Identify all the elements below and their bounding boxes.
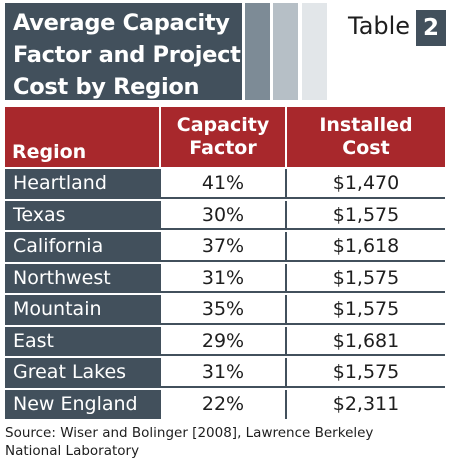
column-header-region: Region: [12, 141, 87, 163]
title-line-3: Cost by Region: [13, 74, 200, 100]
capacity-factor-cell: 37%: [159, 232, 285, 262]
installed-cost-cell: $1,618: [285, 232, 445, 262]
capacity-factor-cell: 30%: [159, 200, 285, 230]
capacity-factor-cell: 22%: [159, 389, 285, 419]
region-cell: Northwest: [5, 263, 159, 293]
installed-cost-cell: $1,470: [285, 169, 445, 199]
capacity-factor-cell: 31%: [159, 358, 285, 388]
capacity-factor-cell: 29%: [159, 326, 285, 356]
region-cell: East: [5, 326, 159, 356]
decorative-stripe-mid: [273, 3, 298, 100]
table-label: Table: [348, 12, 411, 40]
table-row: Mountain 35% $1,575: [5, 295, 445, 325]
capacity-factor-cell: 31%: [159, 263, 285, 293]
decorative-stripe-dark: [245, 3, 270, 100]
region-cell: Mountain: [5, 295, 159, 325]
installed-cost-cell: $1,681: [285, 326, 445, 356]
region-cell: Texas: [5, 200, 159, 230]
region-cell: Heartland: [5, 169, 159, 199]
table-row: Northwest 31% $1,575: [5, 263, 445, 293]
table-title: Average Capacity Factor and Project Cost…: [5, 3, 242, 100]
column-header-capacity-factor: Capacity Factor: [159, 107, 285, 167]
column-header-installed-cost: Installed Cost: [285, 107, 445, 167]
installed-cost-cell: $1,575: [285, 358, 445, 388]
table-header-row: Region Capacity Factor Installed Cost: [5, 107, 445, 167]
decorative-stripe-light: [302, 3, 327, 100]
source-line-2: National Laboratory: [5, 443, 140, 459]
data-table: Region Capacity Factor Installed Cost He…: [5, 107, 445, 419]
installed-cost-cell: $2,311: [285, 389, 445, 419]
table-row: Heartland 41% $1,470: [5, 169, 445, 199]
source-line-1: Source: Wiser and Bolinger [2008], Lawre…: [5, 425, 374, 441]
capacity-factor-cell: 35%: [159, 295, 285, 325]
installed-cost-cell: $1,575: [285, 263, 445, 293]
region-cell: Great Lakes: [5, 358, 159, 388]
table-row: California 37% $1,618: [5, 232, 445, 262]
table-row: Great Lakes 31% $1,575: [5, 358, 445, 388]
table-row: New England 22% $2,311: [5, 389, 445, 419]
title-line-1: Average Capacity: [13, 10, 230, 36]
title-line-2: Factor and Project: [13, 42, 241, 68]
installed-cost-cell: $1,575: [285, 200, 445, 230]
table-row: Texas 30% $1,575: [5, 200, 445, 230]
table-number-badge: 2: [416, 10, 446, 46]
capacity-factor-cell: 41%: [159, 169, 285, 199]
region-cell: California: [5, 232, 159, 262]
table-row: East 29% $1,681: [5, 326, 445, 356]
source-note: Source: Wiser and Bolinger [2008], Lawre…: [5, 424, 445, 460]
region-cell: New England: [5, 389, 159, 419]
installed-cost-cell: $1,575: [285, 295, 445, 325]
